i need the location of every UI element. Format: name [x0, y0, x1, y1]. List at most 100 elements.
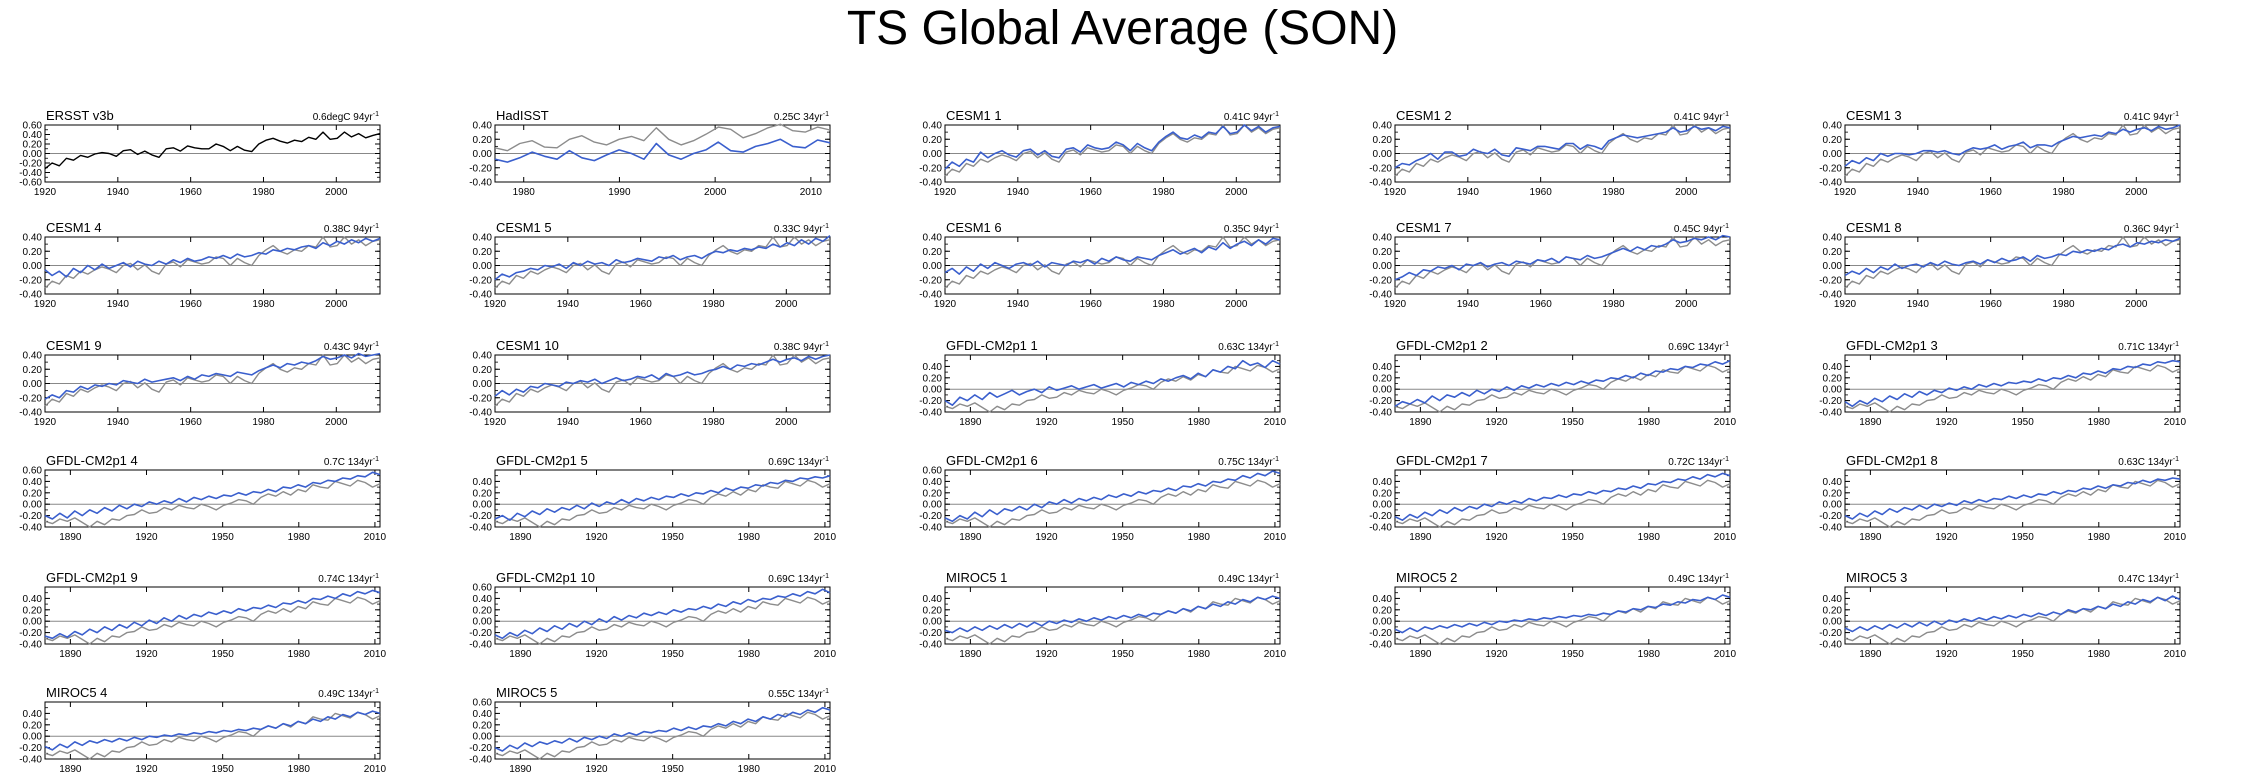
- panel-18: -0.40-0.200.000.200.400.60 1890 1920 1950 19…: [919, 453, 1286, 543]
- x-tick-label: 1920: [1834, 187, 1857, 198]
- panel-5: -0.40 -0.20 0.00 0.20 0.40 1920 1940 1960 1980 20…: [1819, 108, 2181, 198]
- x-tick-label: 2010: [364, 764, 387, 775]
- x-tick-label: 1980: [702, 299, 725, 310]
- x-tick-label: 1950: [2012, 532, 2035, 543]
- y-tick-label: -0.20: [1819, 628, 1842, 639]
- series-line-reference: [1394, 479, 1731, 528]
- panel-11: -0.40 -0.20 0.00 0.20 0.40 1920 1940 1960 1980 20…: [19, 338, 381, 428]
- x-tick-label: 1890: [1859, 649, 1882, 660]
- y-tick-label: 0.40: [23, 477, 43, 488]
- trend-unit-superscript: -1: [823, 341, 829, 348]
- series-line-model: [44, 710, 381, 751]
- trend-label: 0.47C 134yr-1: [2118, 573, 2179, 585]
- series-line-model: [944, 124, 1281, 170]
- x-tick-label: 1890: [1409, 532, 1432, 543]
- y-tick-label: -0.20: [469, 628, 492, 639]
- y-tick-label: 0.40: [1823, 362, 1843, 373]
- x-tick-label: 1980: [252, 417, 275, 428]
- trend-label: 0.45C 94yr-1: [1674, 223, 1729, 235]
- y-tick-label: 0.00: [923, 149, 943, 160]
- trend-unit-superscript: -1: [373, 573, 379, 580]
- trend-value: 0.33C 94yr: [774, 224, 824, 235]
- x-tick-label: 1980: [2088, 649, 2111, 660]
- y-tick-label: 0.40: [473, 351, 493, 362]
- x-tick-label: 1980: [702, 417, 725, 428]
- trend-label: 0.6degC 94yr-1: [313, 111, 379, 123]
- panel-title: GFDL-CM2p1 7: [1396, 453, 1488, 468]
- x-tick-label: 1890: [59, 532, 82, 543]
- x-tick-label: 1960: [1530, 187, 1553, 198]
- y-tick-label: 0.20: [473, 247, 493, 258]
- series-line-model: [1844, 595, 2181, 633]
- x-tick-label: 1920: [34, 299, 57, 310]
- x-tick-label: 1940: [1007, 299, 1030, 310]
- x-tick-label: 2000: [325, 187, 348, 198]
- panel-16: -0.40-0.200.000.200.400.60 1890 1920 1950 19…: [19, 453, 386, 543]
- x-tick-label: 1950: [1112, 649, 1135, 660]
- series-line-reference: [1394, 236, 1731, 289]
- y-tick-label: 0.00: [1823, 149, 1843, 160]
- x-tick-label: 1890: [959, 532, 982, 543]
- series-line-model: [1394, 472, 1731, 522]
- x-tick-label: 1980: [1188, 532, 1211, 543]
- plot-frame: [1394, 469, 1731, 528]
- trend-value: 0.69C 134yr: [768, 457, 823, 468]
- y-tick-label: 0.00: [1373, 385, 1393, 396]
- y-tick-label: 0.40: [1823, 121, 1843, 132]
- y-tick-label: 0.00: [923, 500, 943, 511]
- panel-title: MIROC5 1: [946, 570, 1007, 585]
- trend-value: 0.71C 134yr: [2118, 342, 2173, 353]
- trend-label: 0.75C 134yr-1: [1218, 456, 1279, 468]
- y-tick-label: 0.00: [923, 261, 943, 272]
- panel-26: -0.40-0.200.000.200.40 1890 1920 1950 1980 20…: [19, 685, 386, 775]
- x-tick-label: 1980: [252, 187, 275, 198]
- y-tick-label: -0.40: [19, 640, 42, 651]
- trend-value: 0.49C 134yr: [1218, 574, 1273, 585]
- x-tick-label: 1960: [1980, 187, 2003, 198]
- series-line-reference: [1394, 124, 1731, 177]
- x-tick-label: 1950: [662, 649, 685, 660]
- panel-13: -0.40-0.200.000.200.40 1890 1920 1950 1980 20…: [919, 338, 1286, 428]
- y-tick-label: 0.40: [473, 477, 493, 488]
- y-tick-label: 0.00: [473, 149, 493, 160]
- x-tick-label: 1890: [1859, 532, 1882, 543]
- x-tick-label: 1940: [557, 299, 580, 310]
- y-tick-label: 0.00: [473, 617, 493, 628]
- series-line-model: [1844, 124, 2181, 167]
- trend-label: 0.74C 134yr-1: [318, 573, 379, 585]
- plot-frame: [1844, 469, 2181, 528]
- x-tick-label: 1980: [513, 187, 536, 198]
- trend-value: 0.69C 134yr: [1668, 342, 1723, 353]
- x-tick-label: 1980: [2088, 532, 2111, 543]
- x-tick-label: 1940: [107, 417, 130, 428]
- x-tick-label: 2000: [1225, 187, 1248, 198]
- x-tick-label: 1920: [484, 299, 507, 310]
- x-tick-label: 1980: [1152, 187, 1175, 198]
- trend-value: 0.72C 134yr: [1668, 457, 1723, 468]
- x-tick-label: 1920: [1935, 649, 1958, 660]
- trend-label: 0.38C 94yr-1: [324, 223, 379, 235]
- x-tick-label: 2010: [1264, 649, 1287, 660]
- x-tick-label: 1920: [1384, 187, 1407, 198]
- y-tick-label: 0.20: [473, 488, 493, 499]
- panel-title: MIROC5 2: [1396, 570, 1457, 585]
- trend-unit-superscript: -1: [1273, 223, 1279, 230]
- y-tick-label: -0.20: [1369, 511, 1392, 522]
- y-tick-label: -0.20: [919, 511, 942, 522]
- x-tick-label: 2010: [2164, 417, 2187, 428]
- trend-unit-superscript: -1: [1723, 111, 1729, 118]
- x-tick-label: 1920: [1485, 532, 1508, 543]
- trend-value: 0.38C 94yr: [774, 342, 824, 353]
- x-tick-label: 1980: [1188, 417, 1211, 428]
- trend-value: 0.41C 94yr: [1224, 112, 1274, 123]
- y-tick-label: -0.20: [469, 163, 492, 174]
- panel-23: -0.40-0.200.000.200.40 1890 1920 1950 1980 20…: [919, 570, 1286, 660]
- series-line-model: [494, 588, 831, 640]
- x-tick-label: 1890: [1859, 417, 1882, 428]
- y-tick-label: -0.20: [19, 393, 42, 404]
- trend-value: 0.63C 134yr: [1218, 342, 1273, 353]
- page-title: TS Global Average (SON): [846, 2, 1399, 55]
- y-tick-label: -0.20: [1819, 511, 1842, 522]
- series-line-reference: [494, 479, 831, 528]
